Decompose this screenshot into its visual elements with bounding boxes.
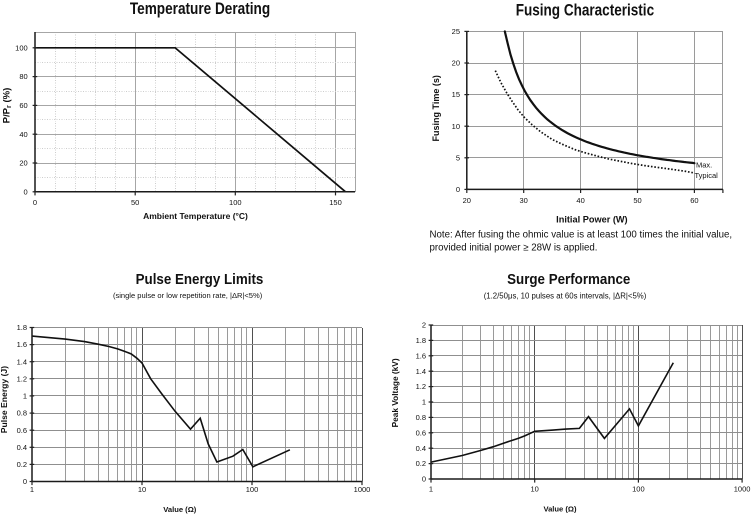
svg-text:40: 40: [19, 130, 27, 139]
svg-text:0.8: 0.8: [416, 413, 426, 422]
svg-text:Typical: Typical: [695, 171, 719, 180]
svg-text:1: 1: [30, 485, 34, 494]
svg-text:150: 150: [329, 198, 342, 207]
svg-text:0: 0: [33, 198, 37, 207]
svg-text:60: 60: [690, 196, 698, 205]
svg-text:25: 25: [452, 27, 460, 36]
svg-text:Fusing Characteristic: Fusing Characteristic: [516, 1, 654, 19]
svg-text:1: 1: [23, 392, 27, 401]
svg-text:10: 10: [138, 485, 146, 494]
svg-text:60: 60: [19, 101, 27, 110]
svg-text:1.6: 1.6: [416, 351, 426, 360]
svg-text:0.4: 0.4: [416, 444, 426, 453]
svg-text:Value (Ω): Value (Ω): [543, 505, 577, 514]
svg-text:1.8: 1.8: [416, 336, 426, 345]
svg-text:(1.2/50μs, 10 pulses at 60s in: (1.2/50μs, 10 pulses at 60s intervals, |…: [484, 291, 647, 300]
svg-text:30: 30: [520, 196, 528, 205]
svg-text:(single pulse or low repetitio: (single pulse or low repetition rate, |Δ…: [113, 291, 263, 300]
svg-text:P/Pr (%): P/Pr (%): [1, 88, 13, 124]
svg-text:80: 80: [19, 72, 27, 81]
svg-text:0.8: 0.8: [17, 409, 27, 418]
svg-text:Note: After fusing the ohmic v: Note: After fusing the ohmic value is at…: [430, 229, 733, 240]
svg-text:10: 10: [531, 485, 539, 494]
svg-text:0: 0: [456, 185, 460, 194]
svg-text:100: 100: [632, 485, 645, 494]
svg-text:1.8: 1.8: [17, 323, 27, 332]
svg-text:20: 20: [463, 196, 471, 205]
svg-text:50: 50: [131, 198, 139, 207]
svg-text:1.2: 1.2: [416, 382, 426, 391]
svg-text:15: 15: [452, 90, 460, 99]
svg-text:5: 5: [456, 153, 460, 162]
svg-text:Surge Performance: Surge Performance: [507, 271, 630, 288]
svg-text:50: 50: [633, 196, 641, 205]
svg-text:0.6: 0.6: [416, 428, 426, 437]
svg-text:0.2: 0.2: [17, 460, 27, 469]
svg-text:1.4: 1.4: [17, 357, 27, 366]
svg-text:Max.: Max.: [696, 160, 712, 169]
svg-text:1: 1: [422, 398, 426, 407]
svg-text:0: 0: [24, 187, 28, 196]
svg-text:0.4: 0.4: [17, 443, 27, 452]
svg-text:Temperature Derating: Temperature Derating: [130, 0, 270, 18]
svg-text:1.4: 1.4: [416, 367, 426, 376]
svg-text:0.6: 0.6: [17, 426, 27, 435]
svg-text:Initial Power (W): Initial Power (W): [556, 215, 627, 225]
svg-text:10: 10: [452, 122, 460, 131]
svg-text:0: 0: [422, 475, 426, 484]
svg-text:Value (Ω): Value (Ω): [163, 505, 197, 514]
svg-text:Ambient Temperature (°C): Ambient Temperature (°C): [143, 211, 248, 221]
svg-text:100: 100: [246, 485, 259, 494]
svg-text:provided initial power ≥ 28W i: provided initial power ≥ 28W is applied.: [430, 243, 598, 254]
svg-text:Pulse Energy Limits: Pulse Energy Limits: [136, 271, 264, 288]
svg-text:100: 100: [15, 43, 28, 52]
svg-text:20: 20: [19, 159, 27, 168]
svg-text:1.2: 1.2: [17, 374, 27, 383]
svg-text:1000: 1000: [734, 485, 751, 494]
svg-text:1000: 1000: [354, 485, 371, 494]
svg-text:0.2: 0.2: [416, 459, 426, 468]
svg-text:100: 100: [229, 198, 242, 207]
svg-text:40: 40: [576, 196, 584, 205]
svg-text:Peak Voltage (kV): Peak Voltage (kV): [390, 358, 400, 427]
svg-text:0: 0: [23, 477, 27, 486]
svg-text:1: 1: [429, 485, 433, 494]
svg-text:Pulse Energy (J): Pulse Energy (J): [0, 366, 9, 433]
svg-text:20: 20: [452, 59, 460, 68]
svg-text:1.6: 1.6: [17, 340, 27, 349]
svg-text:2: 2: [422, 321, 426, 330]
svg-text:Fusing Time (s): Fusing Time (s): [431, 75, 441, 141]
